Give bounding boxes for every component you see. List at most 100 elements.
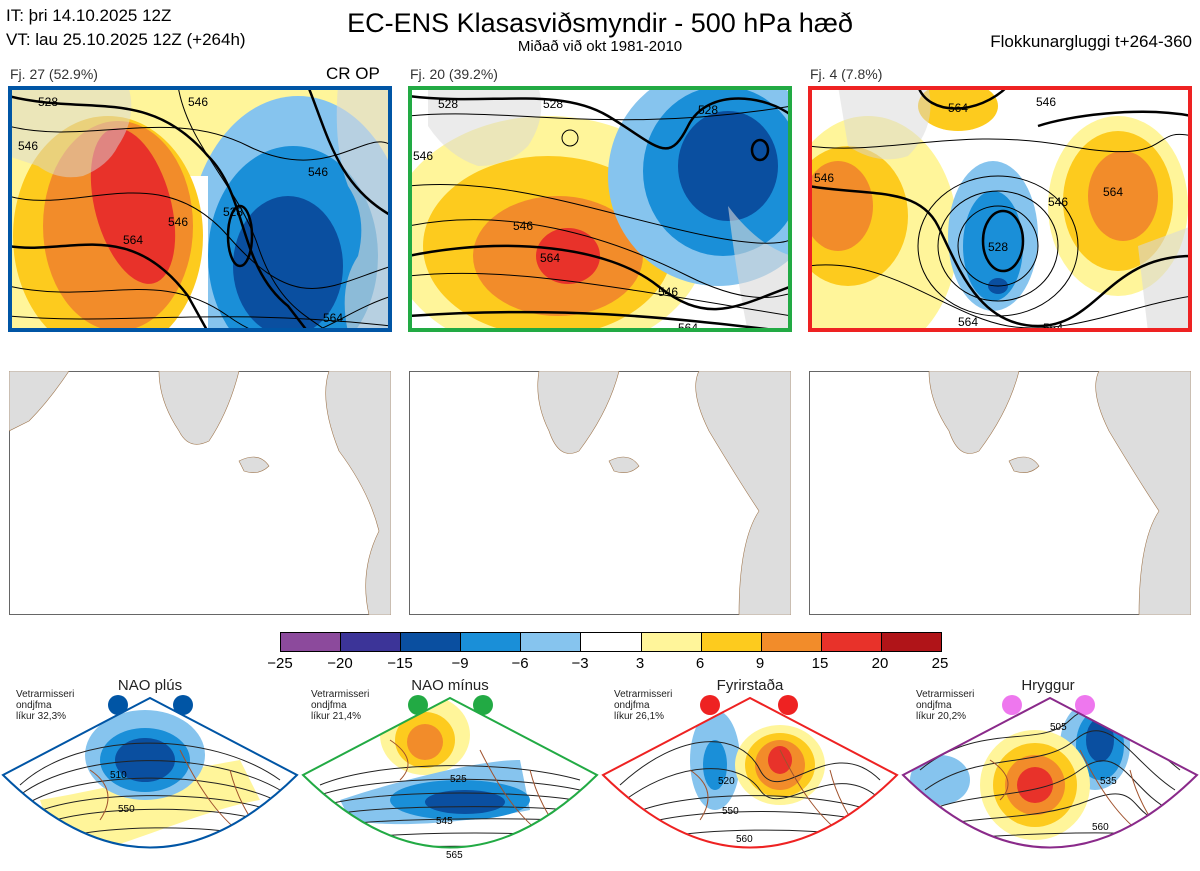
contour-label: 546 (1036, 95, 1056, 109)
europe-land (728, 206, 792, 332)
anomaly-negative (425, 790, 505, 814)
contour-label: 510 (110, 770, 127, 781)
colorbar-swatch (581, 633, 642, 651)
cluster-1-map: 528 546 546 564 528 546 546 564 (8, 86, 392, 332)
cluster-2-border (408, 86, 792, 332)
contour-label: 546 (168, 215, 188, 229)
contour-label: 564 (540, 251, 560, 265)
colorbar-tick: −9 (451, 655, 469, 672)
cluster-3-border (808, 86, 1192, 332)
regime-marker-dot (778, 695, 798, 715)
regime-1-title: NAO plús (117, 677, 183, 694)
regime-marker-dot (173, 695, 193, 715)
contour-label: 546 (18, 139, 38, 153)
regime-3-border (601, 696, 899, 849)
colorbar-tick: 15 (811, 655, 829, 672)
contour-label: 546 (658, 285, 678, 299)
anomaly-negative (963, 191, 1023, 301)
regime-4-border (901, 696, 1199, 849)
regime-4-stats: Vetrarmisseri ondjfma líkur 20,2% (916, 689, 975, 722)
colorbar-tick: −15 (387, 655, 413, 672)
colorbar-swatch (341, 633, 402, 651)
regime-marker-dot (108, 695, 128, 715)
greenland-land (928, 371, 1020, 454)
regime-marker-dot (1075, 695, 1095, 715)
colorbar-tick: −6 (511, 655, 529, 672)
europe-land (1138, 226, 1192, 332)
colorbar-swatch (461, 633, 522, 651)
contour-label: 564 (1103, 185, 1123, 199)
regime-2-border (301, 696, 599, 849)
colorbar-tick: 20 (871, 655, 889, 672)
contour-label: 564 (948, 101, 968, 115)
anomaly-negative (678, 111, 778, 221)
regime-marker-dot (408, 695, 428, 715)
greenland-land (838, 86, 931, 160)
greenland-land (537, 371, 620, 454)
norway-land (695, 371, 791, 615)
regime-3-map: 520 550 560 (601, 695, 899, 849)
anomaly-positive (808, 161, 873, 251)
colorbar-tick: −3 (571, 655, 589, 672)
contour-label: 560 (736, 834, 753, 845)
regime-3-stats: Vetrarmisseri ondjfma líkur 26,1% (614, 689, 673, 722)
anomaly-negative (115, 738, 175, 782)
contour-label: 525 (450, 774, 467, 785)
greenland-land (158, 371, 240, 445)
contour-label: 528 (223, 205, 243, 219)
canada-land (9, 371, 70, 432)
anomaly-negative (1086, 718, 1114, 762)
cluster-2-label: Fj. 20 (39.2%) (410, 66, 498, 82)
contour-label: 520 (718, 776, 735, 787)
contour-label: 550 (118, 804, 135, 815)
page-title: EC-ENS Klasasviðsmyndir - 500 hPa hæð (347, 8, 853, 38)
anomaly-negative (703, 740, 727, 790)
contour-label: 546 (308, 165, 328, 179)
empty-map-3 (809, 371, 1191, 615)
contour-label: 564 (958, 315, 978, 329)
colorbar-swatch (701, 633, 762, 651)
colorbar-swatch (761, 633, 822, 651)
contour-label: 545 (436, 816, 453, 827)
regime-marker-dot (700, 695, 720, 715)
contour-label: 564 (678, 321, 698, 332)
colorbar-swatch (641, 633, 702, 651)
colorbar-tick: 25 (931, 655, 949, 672)
climatology-subtitle: Miðað við okt 1981-2010 (517, 38, 683, 55)
initial-time: IT: þri 14.10.2025 12Z (6, 6, 172, 25)
cluster-3-map: 564 546 546 546 528 564 564 564 (808, 86, 1192, 332)
colorbar-tick: −25 (267, 655, 293, 672)
contour-label: 546 (513, 219, 533, 233)
anomaly-negative (233, 196, 343, 332)
colorbar-swatch (281, 633, 342, 651)
contour-label: 528 (38, 95, 58, 109)
contour-label: 564 (123, 233, 143, 247)
cluster-1-label: Fj. 27 (52.9%) (10, 66, 98, 82)
anomaly-positive (1088, 151, 1158, 241)
regime-1-stats: Vetrarmisseri ondjfma líkur 32,3% (16, 689, 75, 722)
contour-label: 546 (814, 171, 834, 185)
contour-label: 546 (1048, 195, 1068, 209)
contour-label: 564 (1043, 321, 1063, 332)
anomaly-negative (910, 755, 970, 805)
colorbar-tick: 9 (755, 655, 765, 672)
anomaly-positive (407, 724, 443, 760)
iceland-land (608, 456, 640, 473)
contour-label: 560 (1092, 822, 1109, 833)
clustering-window: Flokkunargluggi t+264-360 (990, 32, 1192, 51)
anomaly-negative (1007, 847, 1043, 848)
cluster-1-tag: CR OP (326, 64, 380, 83)
norway-land (325, 371, 391, 615)
contour-label: 528 (438, 97, 458, 111)
regime-2-title: NAO mínus (411, 677, 489, 694)
anomaly-positive (40, 760, 260, 848)
regime-1-map: 510 550 (1, 695, 299, 849)
contour-label: 565 (446, 850, 463, 861)
regime-2-map: 525 545 565 (301, 695, 599, 861)
contour-label: 528 (543, 97, 563, 111)
regime-2-stats: Vetrarmisseri ondjfma líkur 21,4% (311, 689, 370, 722)
anomaly-positive (1017, 767, 1053, 803)
empty-map-1 (9, 371, 391, 615)
anomaly-positive (768, 746, 792, 774)
colorbar-swatch (821, 633, 882, 651)
